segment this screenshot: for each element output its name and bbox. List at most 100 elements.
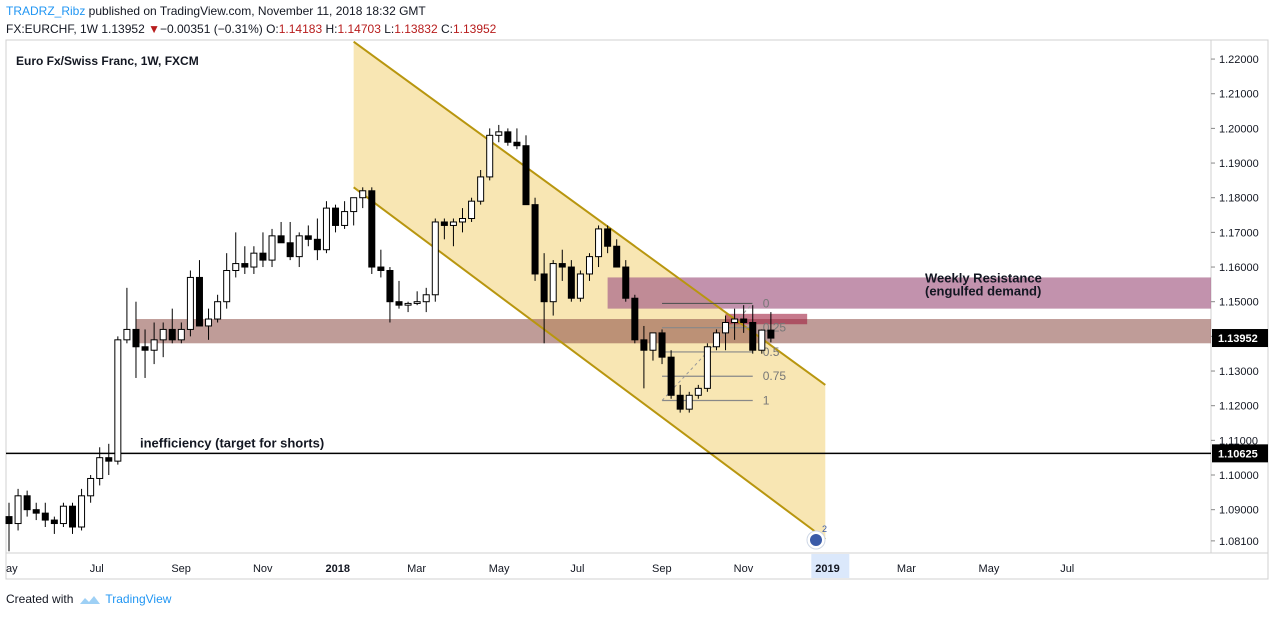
candle-body: [322, 207, 330, 251]
y-tick-label: 1.08100: [1219, 536, 1259, 548]
candle-body: [504, 131, 512, 143]
candle-body: [159, 328, 167, 341]
candle-body: [78, 495, 86, 528]
candle-body: [377, 266, 385, 272]
event-count-icon: 2: [822, 524, 827, 534]
open-label: O:: [266, 22, 279, 36]
candle-body: [613, 245, 621, 268]
down-arrow-icon: ▼: [148, 22, 160, 36]
x-tick-label: May: [489, 563, 510, 575]
author-link[interactable]: TRADRZ_Ribz: [6, 4, 86, 18]
candle-body: [268, 235, 276, 261]
y-tick-label: 1.22000: [1219, 54, 1259, 66]
candle-body: [195, 276, 203, 327]
candle-body: [41, 512, 49, 521]
candle-body: [341, 211, 349, 226]
x-tick-label: Sep: [652, 563, 672, 575]
candle-body: [640, 339, 648, 351]
candle-body: [576, 273, 584, 299]
tradingview-link[interactable]: TradingView: [105, 592, 172, 606]
low-label: L:: [384, 22, 395, 36]
candle-body: [259, 252, 267, 261]
candle-body: [14, 495, 22, 525]
candle-body: [205, 318, 213, 327]
x-tick-label: 2019: [815, 563, 839, 575]
candle-body: [350, 197, 358, 213]
created-with-label: Created with: [6, 592, 74, 606]
candle-body: [731, 318, 739, 323]
candle-body: [105, 457, 113, 462]
candle-body: [368, 190, 376, 268]
close-value: 1.13952: [452, 22, 497, 36]
open-value: 1.14183: [278, 22, 323, 36]
tradingview-logo-icon: [80, 595, 101, 604]
low-value: 1.13832: [394, 22, 438, 36]
candle-body: [359, 190, 367, 199]
fib-level-label: 0.25: [763, 321, 787, 335]
candle-body: [295, 235, 303, 258]
candle-body: [758, 329, 766, 351]
candle-body: [313, 238, 321, 251]
footer: Created with TradingView: [6, 592, 171, 606]
x-tick-label: Sep: [171, 563, 191, 575]
y-tick-label: 1.10000: [1219, 470, 1259, 482]
candle-body: [123, 328, 131, 341]
candle-body: [712, 332, 720, 348]
y-tick-label: 1.09000: [1219, 505, 1259, 517]
candle-body: [59, 505, 67, 525]
candle-body: [449, 221, 457, 226]
chart-title: Euro Fx/Swiss Franc, 1W, FXCM: [16, 54, 199, 68]
event-flag-icon: [810, 534, 822, 546]
y-tick-label: 1.19000: [1219, 158, 1259, 170]
candle-body: [177, 328, 185, 341]
candle-body: [749, 321, 757, 351]
target-price-badge: [1212, 444, 1268, 463]
candle-body: [214, 301, 222, 320]
y-tick-label: 1.15000: [1219, 297, 1259, 309]
candle-body: [477, 176, 485, 202]
candle-body: [649, 332, 657, 351]
time-axis: [5, 552, 1269, 580]
candle-body: [241, 263, 249, 268]
candle-body: [68, 505, 76, 528]
inefficiency-label: inefficiency (target for shorts): [140, 435, 324, 450]
candle-body: [694, 387, 702, 396]
close-label: C:: [440, 22, 453, 36]
candle-body: [540, 273, 548, 303]
price-change: −0.00351 (−0.31%): [159, 22, 263, 36]
x-tick-label: Jul: [1060, 563, 1074, 575]
resistance-sublabel: (engulfed demand): [925, 284, 1041, 299]
last-price: 1.13952: [101, 22, 145, 36]
candle-body: [304, 235, 312, 240]
candle-body: [658, 332, 666, 358]
candle-body: [486, 134, 494, 178]
candle-body: [667, 356, 675, 396]
candle-body: [114, 339, 122, 462]
y-tick-label: 1.17000: [1219, 227, 1259, 239]
candle-body: [277, 235, 285, 244]
fib-level-label: 0.5: [763, 345, 780, 359]
x-tick-label: Jul: [570, 563, 584, 575]
resistance-label: Weekly Resistance: [925, 271, 1042, 286]
candle-body: [459, 218, 466, 223]
candle-body: [549, 263, 557, 303]
candle-body: [386, 270, 394, 303]
ohlc-header: FX:EURCHF, 1W 1.13952 ▼−0.00351 (−0.31%)…: [6, 22, 496, 36]
candle-body: [87, 477, 95, 497]
candle-body: [50, 519, 58, 525]
candle-body: [703, 346, 711, 389]
candle-body: [141, 346, 149, 351]
candle-body: [186, 276, 194, 330]
symbol-label: FX:EURCHF, 1W: [6, 22, 99, 36]
candle-body: [96, 457, 104, 479]
y-tick-label: 1.12000: [1219, 401, 1259, 413]
x-tick-label: 2018: [326, 563, 350, 575]
current-price-label: 1.13952: [1218, 333, 1258, 345]
y-tick-label: 1.18000: [1219, 193, 1259, 205]
x-tick-label: ay: [6, 563, 18, 575]
candle-body: [604, 228, 612, 247]
candle-body: [631, 297, 639, 341]
demand-zone: [135, 319, 1212, 344]
candle-body: [395, 301, 403, 306]
